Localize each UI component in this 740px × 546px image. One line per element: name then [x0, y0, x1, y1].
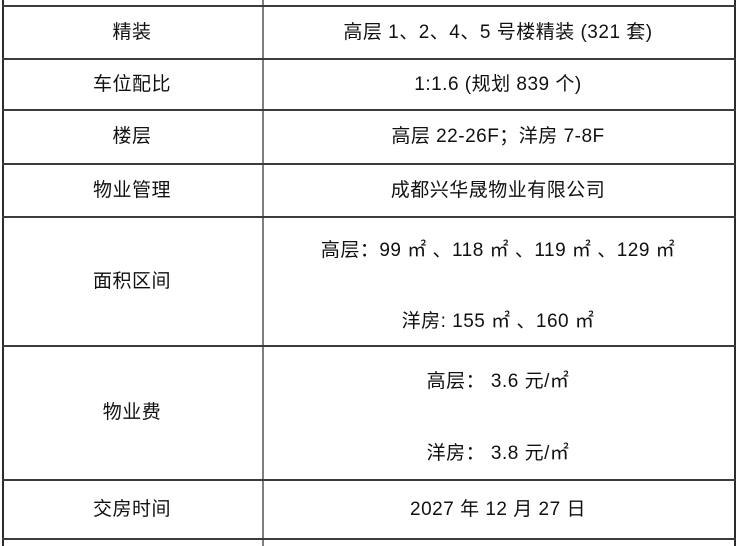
row-label-area-range: 面积区间 — [92, 270, 171, 292]
row-divider — [2, 163, 736, 165]
area-range-highrise-line: 高层：99 ㎡ 、118 ㎡ 、119 ㎡ 、129 ㎡ — [320, 240, 676, 261]
table-left-border — [2, 0, 4, 546]
row-value-delivery-date: 2027 年 12 月 27 日 — [410, 498, 586, 520]
area-range-flats-line: 洋房: 155 ㎡ 、160 ㎡ — [401, 311, 595, 332]
row-value-parking-ratio: 1:1.6 (规划 839 个) — [414, 73, 582, 95]
row-value-floors: 高层 22-26F；洋房 7-8F — [391, 126, 605, 147]
row-value-property-management: 成都兴华晟物业有限公司 — [390, 179, 606, 201]
row-divider — [2, 345, 736, 347]
row-divider — [2, 216, 736, 218]
table-right-border — [734, 0, 736, 546]
row-value-area-range: 高层：99 ㎡ 、118 ㎡ 、119 ㎡ 、129 ㎡ 洋房: 155 ㎡ 、… — [264, 218, 732, 345]
row-label-property-fee: 物业费 — [102, 402, 162, 423]
property-fee-highrise-line: 高层： 3.6 元/㎡ — [426, 371, 570, 392]
row-label-floors: 楼层 — [112, 126, 152, 147]
row-label-delivery-date: 交房时间 — [92, 498, 171, 520]
row-label-fine-decoration: 精装 — [112, 21, 152, 43]
table-bottom-border — [2, 538, 736, 540]
row-label-parking-ratio: 车位配比 — [92, 73, 171, 95]
table-column-divider — [262, 0, 264, 546]
row-value-property-fee: 高层： 3.6 元/㎡ 洋房： 3.8 元/㎡ — [264, 347, 732, 479]
table-top-border — [2, 5, 736, 7]
row-divider — [2, 479, 736, 481]
property-fee-flats-line: 洋房： 3.8 元/㎡ — [426, 443, 570, 464]
row-value-fine-decoration: 高层 1、2、4、5 号楼精装 (321 套) — [343, 21, 653, 43]
row-divider — [2, 58, 736, 60]
row-divider — [2, 109, 736, 111]
row-label-property-management: 物业管理 — [92, 179, 171, 201]
